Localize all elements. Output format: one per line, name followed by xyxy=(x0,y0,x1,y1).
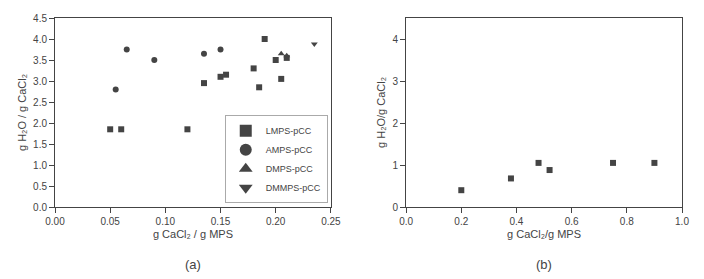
svg-text:2.0: 2.0 xyxy=(33,118,47,129)
svg-text:0.2: 0.2 xyxy=(454,216,468,227)
svg-text:(b): (b) xyxy=(536,257,552,272)
svg-text:(a): (a) xyxy=(185,257,201,272)
svg-text:0.4: 0.4 xyxy=(510,216,524,227)
svg-text:g H₂O/g CaCl₂: g H₂O/g CaCl₂ xyxy=(375,77,387,148)
svg-text:g CaCl₂ / g MPS: g CaCl₂ / g MPS xyxy=(153,228,233,240)
svg-text:0.25: 0.25 xyxy=(321,216,341,227)
svg-text:0.05: 0.05 xyxy=(100,216,120,227)
svg-text:4.0: 4.0 xyxy=(33,34,47,45)
svg-text:4.5: 4.5 xyxy=(33,13,47,24)
svg-text:1.0: 1.0 xyxy=(33,160,47,171)
svg-text:0.6: 0.6 xyxy=(565,216,579,227)
svg-text:0.8: 0.8 xyxy=(620,216,634,227)
svg-text:g CaCl₂/g MPS: g CaCl₂/g MPS xyxy=(507,228,581,240)
svg-text:1.5: 1.5 xyxy=(33,139,47,150)
svg-text:3: 3 xyxy=(393,76,399,87)
svg-text:0.5: 0.5 xyxy=(33,181,47,192)
svg-text:0.0: 0.0 xyxy=(399,216,413,227)
svg-text:3.5: 3.5 xyxy=(33,55,47,66)
svg-text:DMPS-pCC: DMPS-pCC xyxy=(266,164,314,174)
svg-text:0.00: 0.00 xyxy=(45,216,65,227)
svg-text:0.15: 0.15 xyxy=(211,216,231,227)
svg-text:0: 0 xyxy=(393,202,399,213)
svg-text:LMPS-pCC: LMPS-pCC xyxy=(266,126,312,136)
svg-text:3.0: 3.0 xyxy=(33,76,47,87)
svg-text:0.20: 0.20 xyxy=(266,216,286,227)
svg-text:g H₂O / g CaCl₂: g H₂O / g CaCl₂ xyxy=(16,74,28,151)
svg-text:AMPS-pCC: AMPS-pCC xyxy=(266,145,313,155)
svg-text:2: 2 xyxy=(393,118,399,129)
svg-text:1.0: 1.0 xyxy=(675,216,689,227)
svg-text:0.10: 0.10 xyxy=(156,216,176,227)
svg-text:0.0: 0.0 xyxy=(33,202,47,213)
svg-text:1: 1 xyxy=(393,160,399,171)
svg-text:4: 4 xyxy=(393,34,399,45)
svg-text:DMMPS-pCC: DMMPS-pCC xyxy=(266,183,321,193)
svg-text:2.5: 2.5 xyxy=(33,97,47,108)
